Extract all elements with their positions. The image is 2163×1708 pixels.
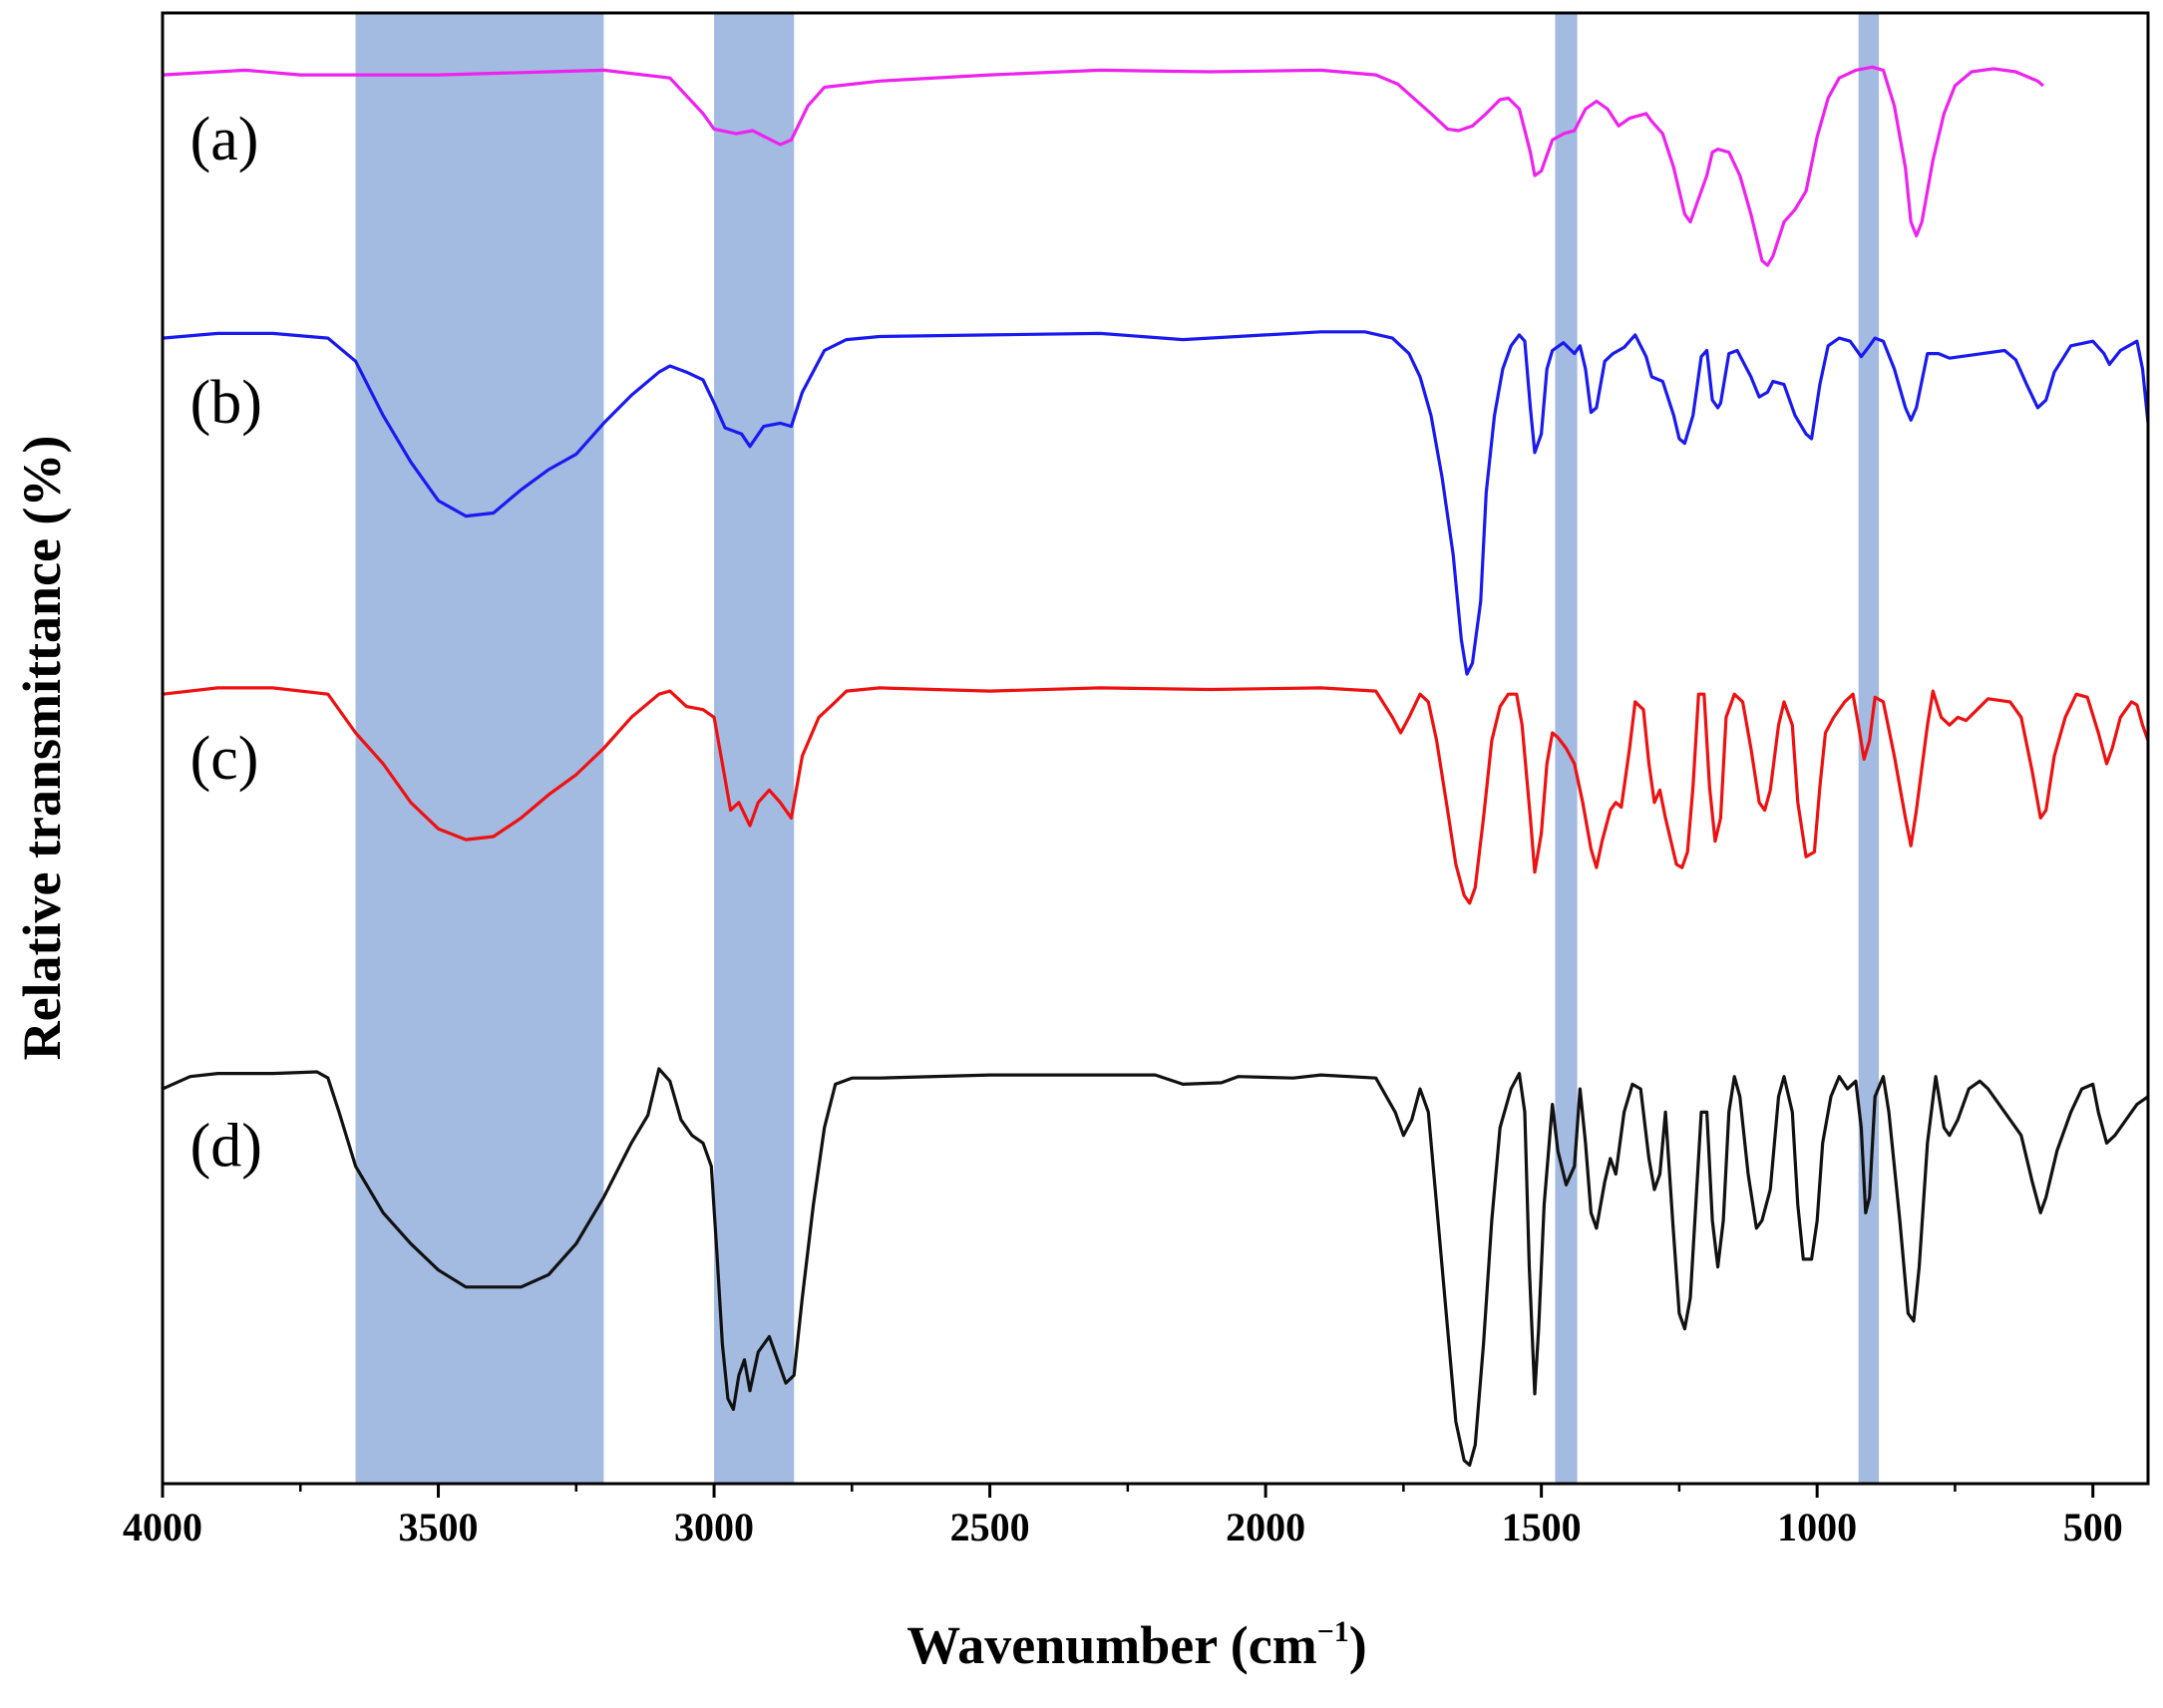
plot-frame: [161, 11, 2150, 1486]
x-tick-label-3500: 3500: [399, 1505, 479, 1549]
x-axis-ticks: 4000 3500 3000 2500 2000 1500 1000 500: [123, 1484, 2123, 1549]
series-group: [162, 65, 2150, 1467]
x-axis-title-close: ): [1349, 1615, 1367, 1675]
series-line-c: [162, 686, 2150, 905]
x-tick-label-500: 500: [2063, 1505, 2123, 1549]
series-line-b: [162, 330, 2150, 676]
series-label-d: (d): [190, 1112, 262, 1180]
x-axis-title-main: Wavenumber (cm: [906, 1615, 1316, 1675]
x-axis-title-superscript: −1: [1317, 1615, 1349, 1648]
x-tick-label-2500: 2500: [950, 1505, 1030, 1549]
series-labels: (a) (b) (c) (d): [190, 106, 262, 1180]
x-tick-label-1000: 1000: [1777, 1505, 1857, 1549]
series-label-b: (b): [190, 369, 262, 437]
y-axis-title: Relative transmittance (%): [12, 436, 72, 1061]
x-axis-title: Wavenumber (cm−1): [906, 1615, 1367, 1675]
series-label-a: (a): [190, 106, 259, 173]
series-label-c: (c): [190, 725, 259, 793]
series-line-a: [162, 65, 2044, 267]
highlight-band-2: [714, 13, 795, 1484]
x-tick-label-1500: 1500: [1502, 1505, 1582, 1549]
x-tick-label-2000: 2000: [1226, 1505, 1305, 1549]
x-tick-label-4000: 4000: [123, 1505, 202, 1549]
highlight-band-1: [355, 13, 604, 1484]
highlight-bands: [355, 13, 1880, 1484]
series-line-d: [162, 1067, 2149, 1467]
x-tick-label-3000: 3000: [674, 1505, 754, 1549]
